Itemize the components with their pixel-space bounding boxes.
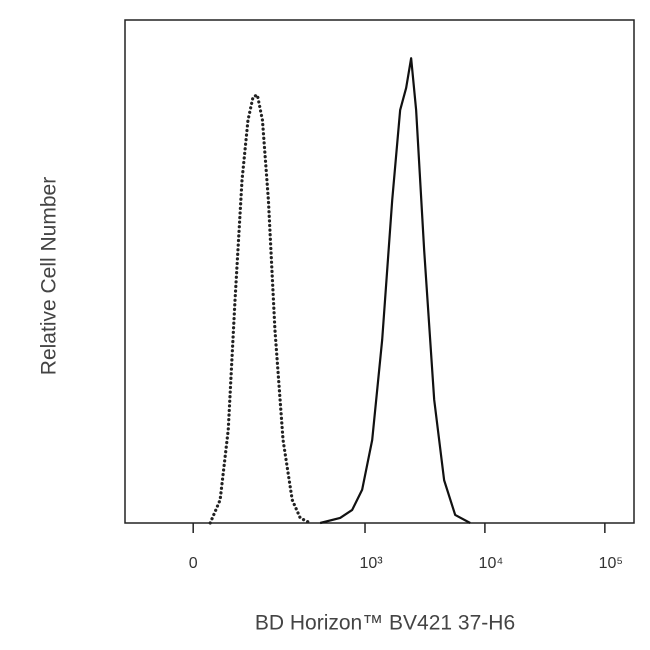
x-tick-label: 10⁴ [479,555,504,572]
histogram-line [208,93,312,525]
x-axis-title: BD Horizon™ BV421 37-H6 [255,612,515,635]
x-tick-label: 10³ [359,555,383,572]
x-tick-label: 10⁵ [599,555,623,572]
plot-frame [124,19,635,524]
histogram-line [319,57,471,525]
x-tick-label: 0 [189,555,198,572]
y-axis-title: Relative Cell Number [38,177,61,375]
